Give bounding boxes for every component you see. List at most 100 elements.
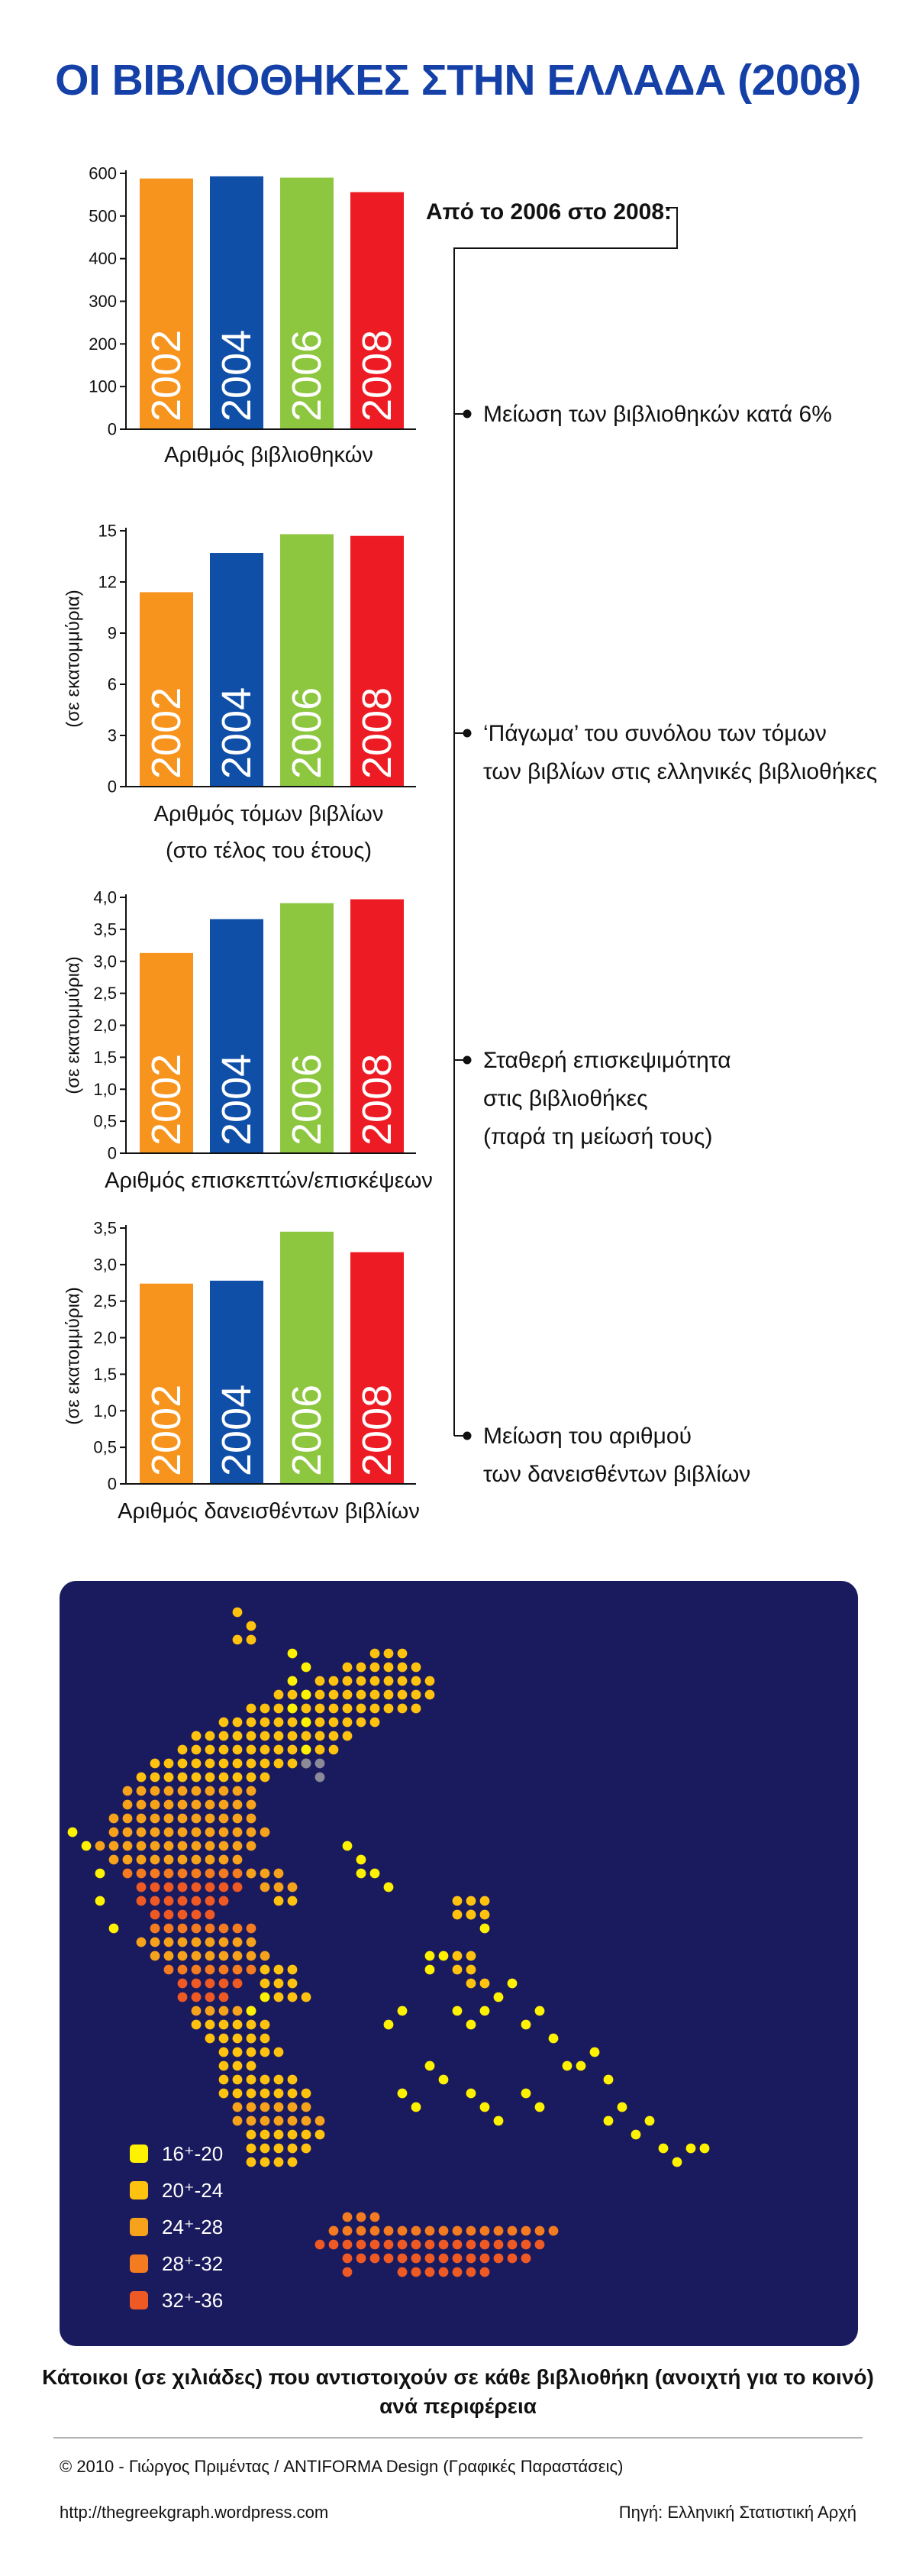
map-dot bbox=[191, 1841, 202, 1851]
map-dot bbox=[122, 1827, 133, 1837]
map-dot bbox=[424, 2267, 435, 2277]
legend-label: 32⁺-36 bbox=[162, 2289, 223, 2312]
legend-swatch bbox=[130, 2254, 148, 2273]
y-tick-label: 2,5 bbox=[93, 984, 117, 1003]
map-dot bbox=[273, 1882, 284, 1892]
map-dot bbox=[314, 1717, 325, 1728]
map-dot bbox=[218, 2019, 229, 2030]
bar-year-label: 2004 bbox=[214, 1385, 260, 1476]
map-dot bbox=[177, 1937, 188, 1947]
map-dot bbox=[328, 1689, 339, 1700]
map-dot bbox=[356, 2225, 366, 2236]
map-dot bbox=[287, 1731, 298, 1741]
map-dot bbox=[479, 2225, 490, 2236]
map-dot bbox=[177, 1951, 188, 1961]
map-dot bbox=[493, 2253, 504, 2264]
chart-ylabel: (σε εκατομμύρια) bbox=[63, 590, 84, 728]
map-dot bbox=[273, 1744, 284, 1755]
map-dot bbox=[287, 2115, 298, 2126]
bar-2002 bbox=[140, 592, 193, 787]
map-dot bbox=[246, 1937, 256, 1947]
map-dot bbox=[260, 2088, 270, 2099]
map-dot bbox=[328, 2239, 339, 2250]
map-dot bbox=[479, 1909, 490, 1920]
map-dot bbox=[205, 1978, 215, 1989]
bar-2008 bbox=[350, 192, 404, 430]
map-dot bbox=[205, 1882, 215, 1892]
map-dot bbox=[658, 2143, 669, 2154]
map-dot bbox=[191, 1964, 202, 1975]
map-dot bbox=[273, 2088, 284, 2099]
map-dot bbox=[191, 2006, 202, 2016]
map-dot bbox=[260, 2102, 270, 2112]
map-dot bbox=[273, 2157, 284, 2167]
map-dot bbox=[191, 1951, 202, 1961]
map-dot bbox=[232, 1799, 243, 1810]
map-dot bbox=[232, 1813, 243, 1824]
map-dot bbox=[424, 2060, 435, 2071]
map-dot bbox=[218, 1786, 229, 1796]
bar-year-label: 2004 bbox=[214, 687, 260, 779]
annotations-connector-line bbox=[453, 207, 678, 1436]
map-dot bbox=[507, 1978, 518, 1989]
map-dot bbox=[218, 1978, 229, 1989]
map-dot bbox=[218, 1827, 229, 1837]
map-dot bbox=[369, 2225, 380, 2236]
bar-year-label: 2008 bbox=[354, 687, 400, 779]
map-dot bbox=[232, 1868, 243, 1879]
map-dot bbox=[301, 2088, 311, 2099]
map-dot bbox=[260, 1717, 270, 1728]
map-dot bbox=[205, 1909, 215, 1920]
map-dot bbox=[342, 1731, 353, 1741]
map-dot bbox=[260, 2074, 270, 2085]
map-dot bbox=[191, 1868, 202, 1879]
map-dot bbox=[260, 1964, 270, 1975]
map-dot bbox=[287, 2102, 298, 2112]
map-dot bbox=[534, 2102, 545, 2112]
map-dot bbox=[342, 2267, 353, 2277]
map-dot bbox=[246, 1744, 256, 1755]
map-dot bbox=[397, 1703, 408, 1714]
bar-2002 bbox=[140, 952, 193, 1153]
y-tick-label: 6 bbox=[108, 675, 117, 694]
chart-xlabel-2: (στο τέλος του έτους) bbox=[166, 839, 372, 863]
map-dot bbox=[260, 1978, 270, 1989]
chart-1: 2002 2004 2006 2008 0 100 200 300 400 500 600 Αριθμ… bbox=[89, 164, 416, 467]
y-tick-label: 500 bbox=[89, 206, 117, 225]
bar-year-label: 2004 bbox=[214, 1054, 260, 1146]
map-dot bbox=[150, 1841, 160, 1851]
map-dot bbox=[177, 1868, 188, 1879]
bar-2006 bbox=[280, 177, 334, 430]
legend-swatch bbox=[130, 2218, 148, 2236]
map-dot bbox=[122, 1841, 133, 1851]
map-dot bbox=[301, 2143, 311, 2154]
map-dot bbox=[163, 1799, 174, 1810]
map-dot bbox=[205, 1772, 215, 1783]
map-dot bbox=[191, 1992, 202, 2002]
footer-url[interactable]: http://thegreekgraph.wordpress.com bbox=[60, 2503, 328, 2522]
map-dot bbox=[95, 1841, 105, 1851]
map-dot bbox=[205, 1799, 215, 1810]
map-dot bbox=[534, 2006, 545, 2016]
map-dot bbox=[150, 1909, 160, 1920]
map-dot bbox=[424, 1951, 435, 1961]
map-dot bbox=[411, 1662, 421, 1673]
map-dot bbox=[397, 2253, 408, 2264]
map-dot bbox=[163, 1909, 174, 1920]
map-dot bbox=[466, 2019, 476, 2030]
map-dot bbox=[246, 2157, 256, 2167]
bar-charts: 2002 2004 2006 20080100200300400500600Αριθμ… bbox=[63, 164, 433, 1524]
map-dot bbox=[232, 1854, 243, 1865]
map-dot bbox=[301, 2129, 311, 2140]
map-dot bbox=[411, 2102, 421, 2112]
map-dot bbox=[218, 1854, 229, 1865]
footer-credit: © 2010 - Γιώργος Πριμέντας / ANTIFORMA D… bbox=[60, 2457, 623, 2476]
map-dot bbox=[369, 2212, 380, 2222]
map-dot bbox=[108, 1813, 119, 1824]
bar-year-label: 2002 bbox=[144, 687, 189, 779]
map-dot bbox=[479, 1978, 490, 1989]
map-dot bbox=[191, 1882, 202, 1892]
map-dot bbox=[273, 2143, 284, 2154]
map-dot bbox=[177, 1786, 188, 1796]
map-dot bbox=[273, 2115, 284, 2126]
